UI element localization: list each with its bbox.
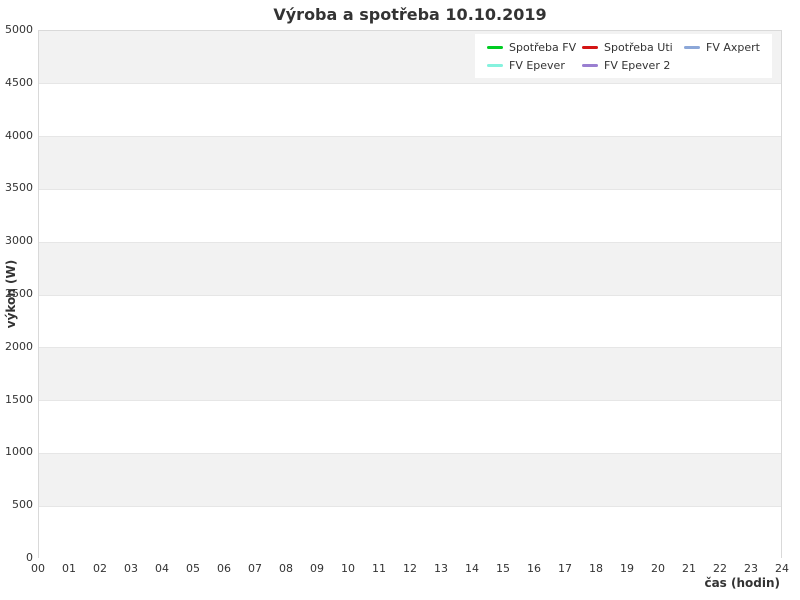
x-tick-label: 24 [775,562,789,575]
chart-title: Výroba a spotřeba 10.10.2019 [273,5,547,24]
x-tick-label: 08 [279,562,293,575]
x-tick-label: 02 [93,562,107,575]
y-tick-label: 1000 [5,445,33,459]
plot-band [39,347,781,401]
y-tick-label: 4500 [5,75,33,89]
legend-item-label: FV Epever [509,59,565,72]
x-tick-label: 06 [217,562,231,575]
x-tick-label: 04 [155,562,169,575]
legend-series-line-icon [487,46,503,49]
horizontal-gridline [39,452,781,454]
legend-item[interactable]: FV Epever [487,59,582,72]
legend-series-line-icon [582,64,598,67]
x-tick-label: 11 [372,562,386,575]
x-tick-label: 21 [682,562,696,575]
legend-item-label: Spotřeba FV [509,41,577,54]
x-tick-label: 01 [62,562,76,575]
x-tick-label: 13 [434,562,448,575]
x-tick-label: 16 [527,562,541,575]
x-tick-label: 22 [713,562,727,575]
y-tick-label: 2000 [5,339,33,353]
x-tick-label: 23 [744,562,758,575]
y-tick-label: 5000 [5,23,33,36]
legend-series-line-icon [487,64,503,67]
legend-item[interactable]: FV Axpert [684,41,760,54]
plot-band [39,295,781,348]
legend-item-label: FV Axpert [706,41,760,54]
plot-band [39,506,781,559]
y-tick-label: 500 [12,498,33,512]
x-tick-label: 03 [124,562,138,575]
legend-item[interactable]: Spotřeba FV [487,41,582,54]
horizontal-gridline [39,505,781,507]
x-tick-label: 07 [248,562,262,575]
legend-item[interactable]: FV Epever 2 [582,59,684,72]
plot-band [39,83,781,137]
y-tick-label: 3500 [5,181,33,195]
horizontal-gridline [39,241,781,243]
y-tick-label: 2500 [5,287,33,300]
plot-band [39,453,781,507]
legend: Spotřeba FV Spotřeba Uti FV Axpert FV Epeve… [475,34,772,78]
plot-area [38,30,782,559]
horizontal-gridline [39,294,781,296]
y-tick-label: 0 [26,551,33,564]
y-tick-label: 4000 [5,128,33,142]
x-tick-label: 12 [403,562,417,575]
plot-band [39,136,781,190]
plot-band [39,400,781,454]
plot-band [39,242,781,295]
x-tick-label: 05 [186,562,200,575]
x-tick-label: 00 [31,562,45,575]
legend-item-label: FV Epever 2 [604,59,671,72]
horizontal-gridline [39,188,781,190]
plot-band [39,189,781,243]
x-tick-label: 17 [558,562,572,575]
x-tick-label: 18 [589,562,603,575]
horizontal-gridline [39,347,781,349]
x-tick-label: 15 [496,562,510,575]
x-tick-label: 19 [620,562,634,575]
horizontal-gridline [39,400,781,402]
legend-item[interactable]: Spotřeba Uti [582,41,684,54]
horizontal-gridline [39,83,781,85]
legend-series-line-icon [684,46,700,49]
y-tick-label: 1500 [5,392,33,406]
y-tick-label: 3000 [5,234,33,248]
x-tick-label: 20 [651,562,665,575]
horizontal-gridline [39,136,781,138]
x-axis-title: čas (hodin) [704,576,780,590]
x-tick-label: 14 [465,562,479,575]
legend-series-line-icon [582,46,598,49]
x-tick-label: 09 [310,562,324,575]
x-tick-label: 10 [341,562,355,575]
legend-item-label: Spotřeba Uti [604,41,673,54]
